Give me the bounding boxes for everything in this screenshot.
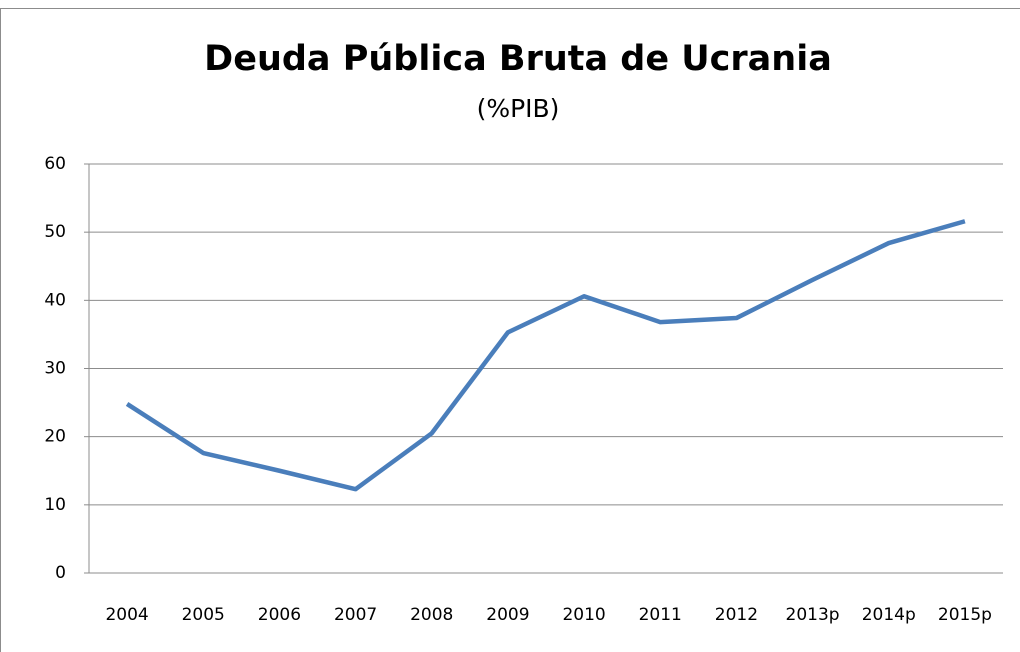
- y-tick-label: 20: [44, 427, 66, 447]
- y-tick-label: 40: [44, 290, 66, 310]
- x-tick-label: 2005: [182, 605, 225, 625]
- y-tick-label: 10: [44, 495, 66, 515]
- x-tick-label: 2008: [410, 605, 453, 625]
- y-tick-label: 60: [44, 154, 66, 174]
- x-tick-label: 2015p: [938, 605, 992, 625]
- x-tick-label: 2006: [258, 605, 301, 625]
- x-tick-label: 2007: [334, 605, 377, 625]
- x-tick-label: 2014p: [862, 605, 916, 625]
- x-tick-label: 2012: [715, 605, 758, 625]
- x-tick-label: 2011: [639, 605, 682, 625]
- x-tick-label: 2004: [105, 605, 148, 625]
- chart-title: Deuda Pública Bruta de Ucrania: [204, 39, 832, 79]
- y-tick-label: 0: [55, 563, 66, 583]
- x-tick-label: 2013p: [786, 605, 840, 625]
- y-tick-label: 30: [44, 359, 66, 379]
- x-tick-label: 2009: [486, 605, 529, 625]
- y-tick-label: 50: [44, 222, 66, 242]
- chart-subtitle: (%PIB): [477, 94, 560, 123]
- x-tick-label: 2010: [562, 605, 605, 625]
- data-line: [125, 219, 966, 492]
